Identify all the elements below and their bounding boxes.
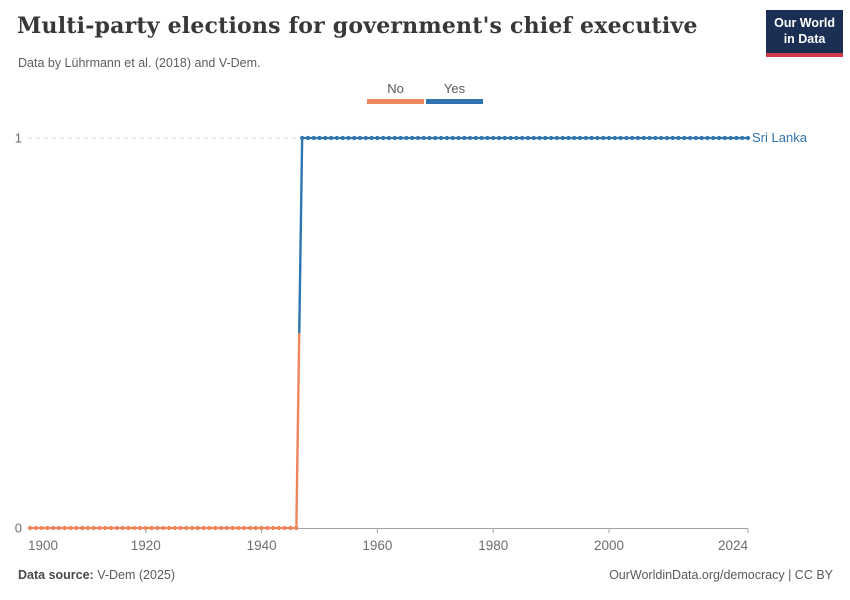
legend-swatch-yes	[426, 99, 483, 104]
legend: No Yes	[0, 81, 850, 104]
series-yes[interactable]	[300, 135, 751, 141]
legend-item-yes[interactable]: Yes	[426, 81, 483, 104]
legend-item-no[interactable]: No	[367, 81, 424, 104]
x-tick-label-1920: 1920	[131, 538, 161, 553]
step-connector-no	[295, 332, 301, 529]
x-tick-label-1960: 1960	[362, 538, 392, 553]
x-tick-label-2024: 2024	[718, 538, 749, 553]
x-tick-label-2000: 2000	[594, 538, 624, 553]
step-connector-yes	[298, 137, 304, 334]
owid-logo-line1: Our World	[774, 16, 835, 30]
x-tick-label-1980: 1980	[478, 538, 508, 553]
legend-label-yes: Yes	[443, 81, 466, 96]
legend-swatch-no	[367, 99, 424, 104]
y-tick-label-0: 0	[15, 521, 22, 536]
page-subtitle: Data by Lührmann et al. (2018) and V-Dem…	[18, 56, 261, 70]
entity-label[interactable]: Sri Lanka	[752, 130, 807, 145]
data-source: Data source: V-Dem (2025)	[18, 568, 175, 582]
y-tick-label-1: 1	[15, 131, 22, 146]
page-title: Multi-party elections for government's c…	[17, 13, 698, 39]
x-tick-label-1900: 1900	[28, 538, 58, 553]
series-no[interactable]	[27, 525, 299, 531]
owid-logo[interactable]: Our World in Data	[766, 10, 843, 57]
x-tick-label-1940: 1940	[247, 538, 277, 553]
data-source-value: V-Dem (2025)	[93, 568, 176, 582]
data-source-label: Data source:	[18, 568, 94, 582]
credit-link[interactable]: OurWorldinData.org/democracy | CC BY	[609, 568, 833, 582]
owid-logo-line2: in Data	[783, 32, 826, 47]
legend-label-no: No	[387, 81, 404, 96]
